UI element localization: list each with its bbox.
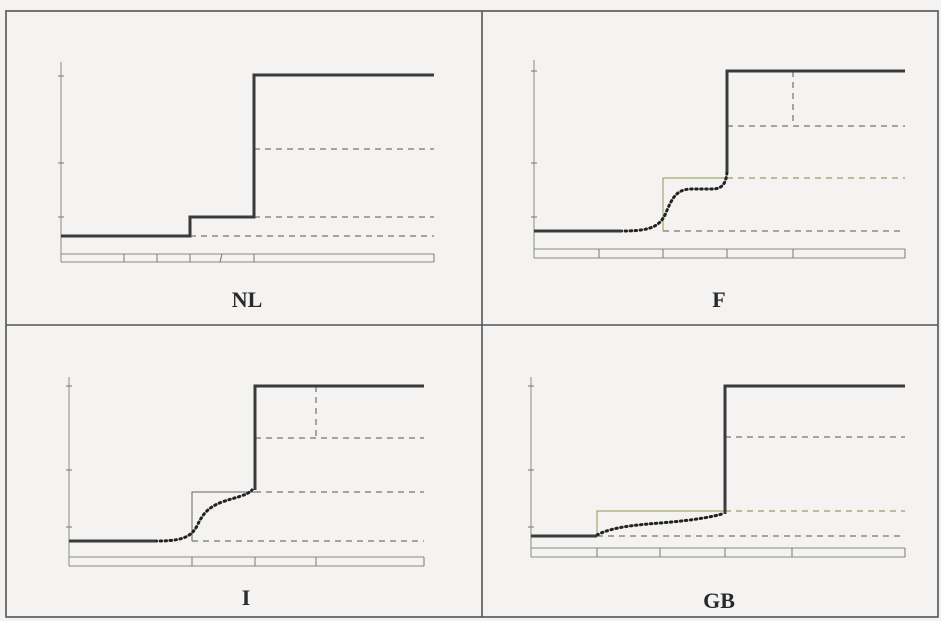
thin-step [191, 491, 255, 541]
panel-nl: NL [58, 62, 435, 312]
smooth-transition-curve [618, 170, 729, 233]
step-curve [61, 73, 434, 238]
panel-i: I [66, 377, 425, 610]
panel-f: F [531, 60, 906, 312]
thin-step [662, 177, 727, 231]
step-curve-high [723, 384, 905, 514]
panel-gb: GB [528, 377, 906, 613]
panel-label-gb: GB [703, 588, 735, 613]
outer-frame [5, 10, 939, 618]
smooth-transition-curve [595, 512, 724, 537]
step-curve-high [253, 384, 424, 490]
smooth-transition-curve [153, 488, 254, 543]
panel-label-f: F [712, 287, 725, 312]
thin-step [596, 510, 725, 536]
step-curve-high [725, 69, 905, 172]
panel-label-i: I [242, 585, 251, 610]
x-tick [219, 253, 223, 263]
panel-label-nl: NL [232, 287, 263, 312]
